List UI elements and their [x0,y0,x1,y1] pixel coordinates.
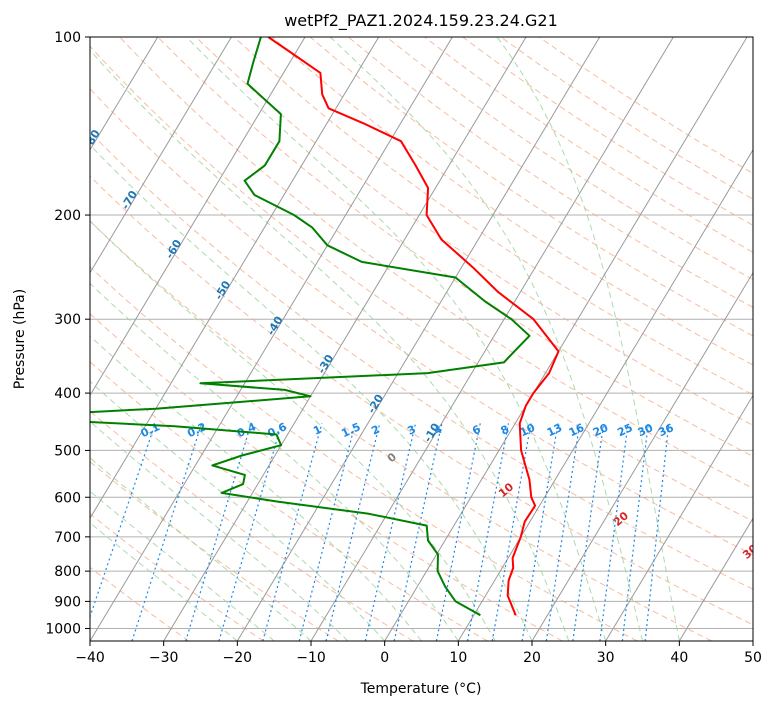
y-tick-label: 500 [54,443,81,459]
x-tick-label: −10 [296,650,326,666]
skewed-isotherms [90,37,753,641]
dry-adiabat [195,37,753,426]
mixing-ratio-line [621,423,649,641]
x-axis: −40 −30 −20 −10 0 10 20 30 40 50 [75,641,762,666]
mixing-ratio-line [599,423,629,641]
isotherm [531,271,753,641]
y-axis: 100 200 300 400 500 600 700 800 900 1000 [45,30,90,637]
dry-adiabat [90,313,563,641]
x-tick-label: −40 [75,650,105,666]
isotherm [605,394,753,641]
mixing-ratio-lines [90,423,670,641]
dry-adiabat [119,37,753,489]
x-tick-label: 50 [744,650,762,666]
mixing-ratio-line [435,423,481,641]
dry-adiabat [90,512,264,641]
isotherm [90,37,380,520]
y-tick-label: 800 [54,564,81,580]
plot-frame [89,36,754,642]
chart-title: wetPf2_PAZ1.2024.159.23.24.G21 [284,11,558,31]
mixing-ratio-line [393,423,443,641]
plot-area: -100-90-80-70-60-50-40-30-20-100.10.20.4… [90,37,753,641]
x-tick-label: 20 [523,650,541,666]
x-tick-label: 30 [597,650,615,666]
dewpoint-profile-line [90,37,531,617]
moist-adiabat [185,37,607,641]
x-tick-label: −30 [149,650,179,666]
isotherm [384,37,748,641]
dry-adiabat [309,37,753,337]
isotherm [310,37,674,641]
y-tick-label: 300 [54,312,81,328]
isotherm [90,37,306,397]
isotherm [236,37,601,641]
moist-adiabat [90,220,496,641]
dry-adiabat [90,220,712,641]
mixing-ratio-line [325,423,381,641]
mixing-ratio-label: 25 [615,421,634,439]
dry-adiabat [90,266,638,641]
mixing-ratio-label: 20 [591,421,611,439]
x-tick-label: −20 [223,650,253,666]
mixing-ratio-line [521,423,559,641]
mixing-ratio-label: 10 [518,421,538,439]
pressure-grid [90,37,753,629]
isotherm [90,37,159,151]
y-tick-label: 200 [54,208,81,224]
moist-adiabat [90,420,349,641]
dry-adiabats [90,37,753,641]
moist-adiabats [90,37,680,641]
dry-adiabat [347,37,753,309]
y-tick-label: 1000 [45,621,81,637]
moist-adiabat [329,37,643,641]
moist-adiabat [90,49,570,641]
dry-adiabat [90,361,488,641]
moist-adiabat [90,144,533,641]
dry-adiabat [90,566,190,641]
y-axis-label: Pressure (hPa) [12,289,28,389]
mixing-ratio-label: 13 [545,421,564,439]
dry-adiabat [157,37,753,458]
y-tick-label: 700 [54,530,81,546]
y-tick-label: 600 [54,490,81,506]
moist-adiabat [90,335,422,641]
y-tick-label: 100 [54,30,81,46]
mixing-ratio-label: 36 [656,421,676,439]
y-tick-label: 900 [54,594,81,610]
mixing-ratio-line [90,423,156,619]
mixing-ratio-line [466,423,510,641]
profiles [90,37,560,617]
dry-adiabat [90,175,753,626]
x-tick-label: 0 [380,650,389,666]
mixing-ratio-line [491,423,532,641]
mixing-ratio-label: 30 [636,421,656,439]
mixing-ratio-line [131,423,203,641]
moist-adiabat [496,37,680,641]
mixing-ratio-line [364,423,417,641]
x-tick-label: 40 [670,650,688,666]
x-axis-label: Temperature (°C) [360,681,482,697]
isotherm [678,517,753,641]
mixing-ratio-label: 16 [567,421,587,439]
moist-adiabat [90,380,386,641]
moist-adiabat [90,282,459,641]
isotherm [163,37,527,641]
mixing-ratio-line [572,423,605,641]
isotherm [90,37,232,274]
y-tick-label: 400 [54,386,81,402]
mixing-ratio-line [644,423,670,641]
temperature-profile-line [267,37,560,616]
x-tick-label: 10 [449,650,467,666]
mixing-ratio-line [545,423,581,641]
